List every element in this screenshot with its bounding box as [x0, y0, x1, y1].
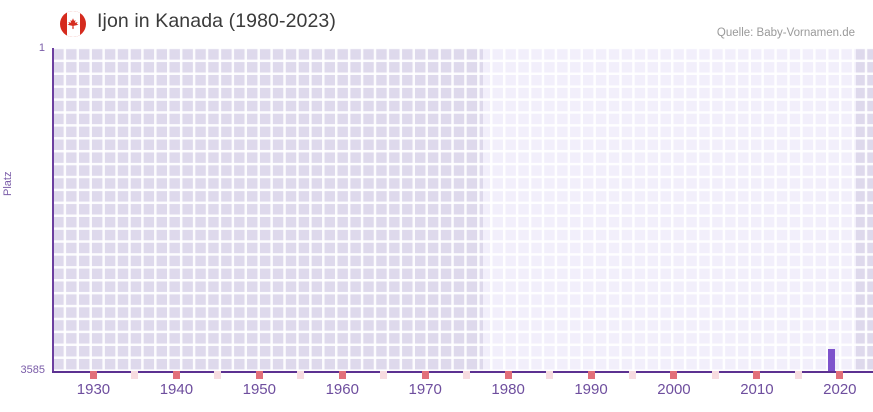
x-axis-minor-tick — [380, 371, 388, 379]
x-axis-major-tick — [836, 371, 844, 379]
x-axis-minor-tick — [629, 371, 636, 379]
x-axis-major-tick — [421, 371, 429, 379]
x-axis-line — [52, 371, 873, 373]
x-axis-minor-tick — [546, 371, 554, 379]
maple-leaf-icon — [67, 18, 79, 30]
x-axis-minor-tick — [794, 371, 802, 379]
x-axis-tick-label: 1950 — [242, 381, 276, 398]
x-axis-minor-tick — [463, 371, 471, 379]
x-axis-tick-label: 1990 — [574, 381, 608, 398]
x-axis-major-tick — [338, 371, 346, 379]
x-axis-major-tick — [753, 371, 761, 379]
x-axis-tick-label: 1970 — [408, 381, 442, 398]
x-axis-major-tick — [255, 371, 263, 379]
x-axis-tick-label: 2020 — [823, 381, 857, 398]
page-title: Ijon in Kanada (1980-2023) — [97, 10, 336, 32]
x-axis-tick-label: 1960 — [325, 381, 359, 398]
plot-area — [52, 48, 873, 373]
y-axis-tick-label-top: 1 — [38, 42, 45, 54]
y-axis-line — [52, 48, 54, 371]
x-axis-major-tick — [172, 371, 180, 379]
x-axis-minor-tick — [131, 371, 139, 379]
x-axis-tick-label: 1980 — [491, 381, 525, 398]
source-attribution: Quelle: Baby-Vornamen.de — [716, 27, 855, 39]
x-axis-minor-tick — [711, 371, 719, 379]
x-axis-major-tick — [89, 371, 97, 379]
y-axis-title: Platz — [2, 171, 14, 196]
data-bar[interactable] — [828, 348, 836, 371]
shaded-band — [52, 48, 484, 371]
x-axis-major-tick — [587, 371, 595, 379]
shaded-band — [483, 48, 857, 371]
x-axis-minor-tick — [214, 371, 222, 379]
shaded-band — [856, 48, 873, 371]
y-axis-tick-label-bottom: 3585 — [20, 364, 45, 376]
x-axis-tick-label: 2000 — [657, 381, 691, 398]
x-axis-major-tick — [504, 371, 512, 379]
x-axis-tick-label: 2010 — [740, 381, 774, 398]
x-axis-tick-label: 1940 — [159, 381, 194, 398]
chart-header: Ijon in Kanada (1980-2023) Quelle: Baby-… — [0, 0, 873, 46]
canada-flag-icon — [60, 11, 86, 37]
x-axis-tick-label: 1930 — [76, 381, 111, 398]
x-axis-major-tick — [670, 371, 678, 379]
x-axis-minor-tick — [297, 371, 305, 379]
